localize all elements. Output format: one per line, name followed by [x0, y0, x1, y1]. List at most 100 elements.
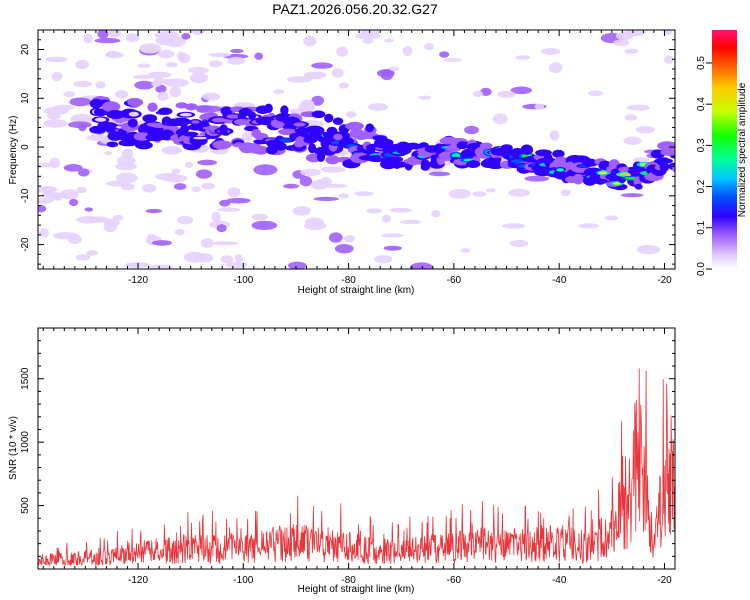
- heatmap-cell: [158, 107, 173, 115]
- heatmap-cell: [635, 126, 656, 134]
- heatmap-cell: [185, 132, 196, 136]
- heatmap-cell: [534, 103, 545, 110]
- heatmap-cell: [128, 111, 139, 117]
- snr-y-tick-label: 1000: [20, 431, 31, 454]
- heatmap-cell: [500, 144, 513, 152]
- heatmap-cell: [184, 161, 194, 168]
- heatmap-cell: [366, 208, 383, 214]
- heatmap-cell: [45, 56, 68, 63]
- heatmap-cell: [535, 149, 552, 157]
- colorbar-tick-label: 0.3: [696, 138, 707, 152]
- heatmap-cell: [286, 76, 313, 83]
- heatmap-cell: [195, 169, 213, 179]
- heatmap-cell: [389, 207, 413, 213]
- heatmap-cell: [216, 224, 227, 233]
- heatmap-cell: [343, 235, 355, 243]
- heatmap-cell: [460, 152, 471, 159]
- heatmap-cell: [660, 148, 675, 156]
- heatmap-cell: [672, 164, 675, 173]
- heatmap-cell: [67, 121, 92, 128]
- heatmap-cell: [409, 262, 434, 269]
- heatmap-cell: [157, 49, 175, 59]
- heatmap-cell: [101, 101, 121, 112]
- heatmap-cell: [380, 69, 394, 81]
- snr-y-tick-label: 1500: [20, 367, 31, 390]
- heatmap-cell: [623, 136, 642, 145]
- heatmap-cell: [157, 91, 169, 102]
- heatmap-cell: [162, 174, 188, 183]
- heatmap-cell: [225, 262, 248, 268]
- heatmap-cell: [587, 90, 604, 97]
- heatmap-cell: [191, 30, 205, 36]
- heatmap-cell: [51, 71, 63, 82]
- heatmap-cell: [624, 114, 638, 121]
- heatmap-cell: [177, 216, 194, 225]
- heatmap-cell: [227, 187, 241, 198]
- heatmap-cell: [303, 35, 317, 47]
- heatmap-cell: [196, 106, 210, 113]
- heatmap-cell: [509, 239, 529, 248]
- heatmap-cell: [142, 183, 157, 193]
- heatmap-cell: [89, 125, 106, 134]
- snr-x-label: Height of straight line (km): [298, 584, 415, 595]
- heatmap-cell: [38, 205, 47, 213]
- heatmap-cell: [184, 103, 198, 111]
- heatmap-cell: [556, 168, 565, 172]
- colorbar-tick-label: 0.4: [696, 97, 707, 111]
- heatmap-cell: [374, 255, 393, 264]
- heatmap-cell: [200, 238, 214, 248]
- heatmap-cell: [220, 255, 234, 264]
- heatmap-cell: [106, 141, 119, 148]
- heatmap-cell: [355, 32, 381, 40]
- heatmap-cell: [510, 86, 532, 95]
- heatmap-cell: [193, 136, 208, 140]
- heatmap-cell: [464, 125, 479, 135]
- heatmap-cell: [174, 119, 188, 125]
- heatmap-cell: [502, 223, 526, 229]
- heatmap-cell: [38, 197, 54, 204]
- heatmap-cell: [313, 196, 340, 201]
- spectrogram-y-tick-label: 10: [20, 92, 31, 104]
- spectrogram-panel: -120 -100 -80 -60 -40 -20 20 10 0 -10 -20 Height o…: [8, 29, 676, 296]
- heatmap-cell: [116, 129, 128, 141]
- heatmap-cell: [94, 117, 107, 122]
- heatmap-cell: [63, 164, 83, 172]
- heatmap-cell: [134, 80, 155, 90]
- snr-ticks: -120 -100 -80 -60 -40 -20 500 1000 1500: [20, 328, 676, 586]
- heatmap-cell: [418, 95, 432, 100]
- heatmap-cell: [388, 157, 401, 161]
- heatmap-cell: [331, 68, 344, 78]
- heatmap-cell: [472, 90, 483, 98]
- heatmap-cell: [234, 118, 251, 126]
- heatmap-cell: [460, 248, 471, 253]
- heatmap-cell: [132, 74, 156, 80]
- heatmap-cell: [127, 118, 138, 128]
- heatmap-cell: [135, 141, 153, 150]
- colorbar-tick-label: 0.5: [696, 56, 707, 70]
- snr-background: [38, 328, 675, 569]
- heatmap-cell: [354, 191, 374, 197]
- heatmap-cell: [43, 107, 69, 115]
- heatmap-cell: [560, 189, 572, 197]
- heatmap-cell: [424, 43, 435, 51]
- spectrogram-y-tick-label: 0: [20, 144, 31, 150]
- heatmap-cell: [325, 155, 340, 165]
- heatmap-cell: [104, 151, 113, 156]
- heatmap-cell: [613, 39, 630, 46]
- heatmap-cell: [217, 207, 241, 212]
- heatmap-cell: [208, 60, 223, 68]
- heatmap-cell: [88, 216, 109, 223]
- heatmap-cell: [283, 183, 299, 189]
- heatmap-cell: [336, 46, 349, 57]
- heatmap-cell: [86, 250, 98, 256]
- heatmap-cell: [554, 156, 568, 167]
- heatmap-cell: [657, 141, 675, 151]
- heatmap-cell: [142, 114, 158, 123]
- heatmap-cell: [578, 223, 599, 229]
- heatmap-cell: [46, 113, 61, 120]
- heatmap-cell: [388, 66, 400, 71]
- heatmap-cell: [548, 62, 563, 74]
- spectrogram-x-tick-label: -20: [657, 275, 672, 286]
- heatmap-cell: [179, 112, 192, 117]
- heatmap-cell: [552, 149, 565, 158]
